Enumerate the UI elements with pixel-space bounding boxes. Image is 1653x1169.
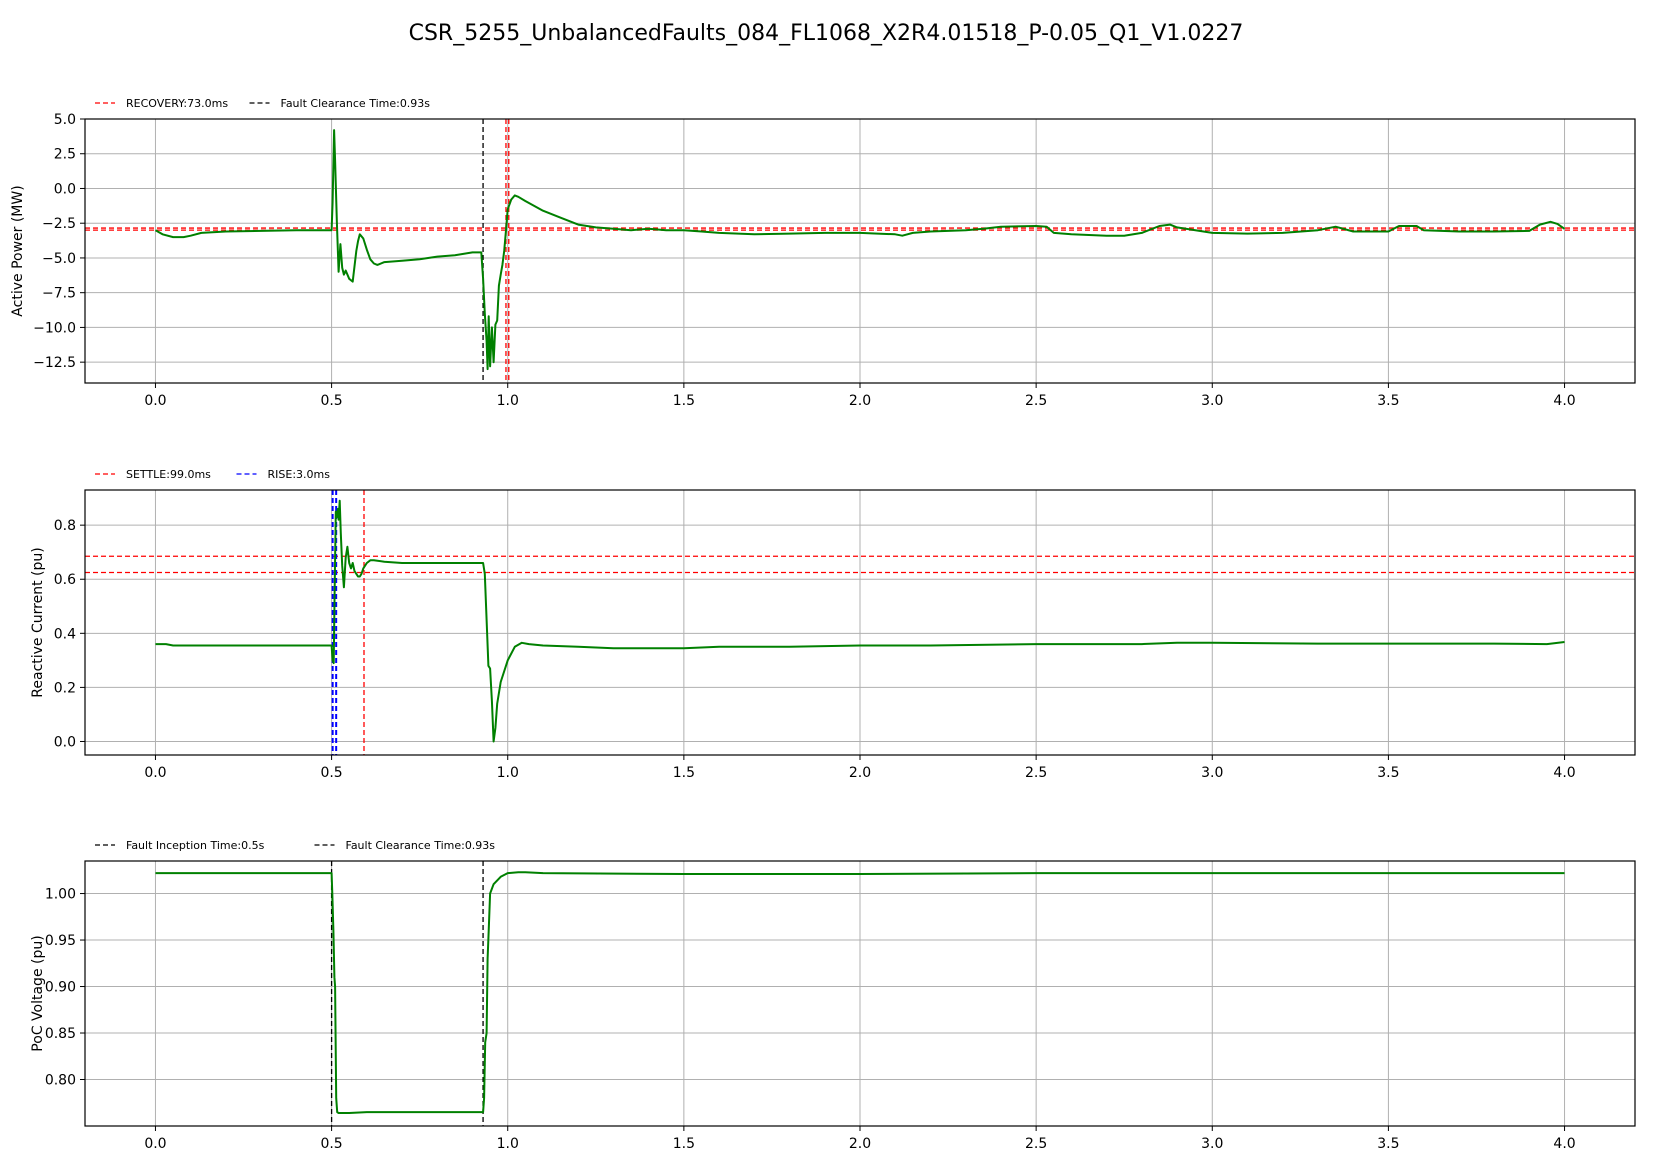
reactive-current-y-axis-label: Reactive Current (pu) [30, 547, 46, 697]
active-power-y-tick-label: −5.0 [42, 251, 76, 267]
poc-voltage-y-axis-label: PoC Voltage (pu) [30, 935, 46, 1051]
active-power-y-axis-label: Active Power (MW) [10, 185, 26, 316]
reactive-current-y-tick-label: 0.2 [54, 680, 76, 696]
active-power-x-tick-label: 2.5 [1025, 393, 1047, 409]
poc-voltage-legend-entry-1: Fault Clearance Time:0.93s [346, 839, 496, 852]
poc-voltage-x-tick-label: 2.0 [849, 1136, 871, 1152]
active-power-y-tick-label: 5.0 [54, 112, 76, 128]
poc-voltage-x-tick-label: 0.0 [144, 1136, 166, 1152]
reactive-current-legend-entry-0: SETTLE:99.0ms [126, 468, 211, 481]
active-power-x-tick-label: 2.0 [849, 393, 871, 409]
reactive-current-y-tick-label: 0.4 [54, 626, 76, 642]
poc-voltage-legend-entry-0: Fault Inception Time:0.5s [126, 839, 265, 852]
active-power-x-tick-label: 0.0 [144, 393, 166, 409]
active-power-x-tick-label: 3.0 [1201, 393, 1223, 409]
reactive-current-panel: 0.0 0.5 1.0 1.5 2.0 2.5 3.0 3.5 4.0 0.8 0.6 0.4 0.2 0… [30, 468, 1636, 781]
reactive-current-x-tick-label: 0.5 [320, 765, 342, 781]
reactive-current-legend: SETTLE:99.0ms RISE:3.0ms [95, 468, 330, 481]
active-power-y-tick-label: −2.5 [42, 216, 76, 232]
active-power-y-tick-label: 0.0 [54, 181, 76, 197]
active-power-x-tick-label: 3.5 [1377, 393, 1399, 409]
active-power-legend-entry-0: RECOVERY:73.0ms [126, 97, 228, 110]
poc-voltage-legend: Fault Inception Time:0.5s Fault Clearance… [95, 839, 495, 852]
active-power-y-tick-label: 2.5 [54, 147, 76, 163]
reactive-current-x-tick-label: 0.0 [144, 765, 166, 781]
active-power-series-line [154, 129, 1566, 371]
poc-voltage-y-tick-label: 0.95 [45, 933, 76, 949]
reactive-current-x-tick-label: 3.0 [1201, 765, 1223, 781]
active-power-y-tick-label: −12.5 [33, 355, 76, 371]
reactive-current-x-tick-label: 2.5 [1025, 765, 1047, 781]
subplots: 0.0 0.5 1.0 1.5 2.0 2.5 3.0 3.5 4.0 5.0 2.5 0.0 −2.5… [10, 97, 1636, 1152]
active-power-legend: RECOVERY:73.0ms Fault Clearance Time:0.93… [95, 97, 430, 110]
reactive-current-legend-entry-1: RISE:3.0ms [268, 468, 331, 481]
poc-voltage-x-tick-label: 0.5 [320, 1136, 342, 1152]
figure-title: CSR_5255_UnbalancedFaults_084_FL1068_X2R… [409, 21, 1244, 46]
poc-voltage-y-tick-label: 0.80 [45, 1073, 76, 1089]
active-power-x-tick-label: 1.0 [497, 393, 519, 409]
reactive-current-y-tick-label: 0.0 [54, 734, 76, 750]
active-power-x-tick-label: 1.5 [673, 393, 695, 409]
poc-voltage-panel: 0.0 0.5 1.0 1.5 2.0 2.5 3.0 3.5 4.0 1.00 0.95 0.90 0… [30, 839, 1636, 1152]
active-power-reference-lines [85, 119, 1635, 383]
active-power-panel: 0.0 0.5 1.0 1.5 2.0 2.5 3.0 3.5 4.0 5.0 2.5 0.0 −2.5… [10, 97, 1636, 409]
active-power-y-tick-label: −10.0 [33, 320, 76, 336]
poc-voltage-series-line [155, 871, 1565, 1114]
poc-voltage-x-tick-label: 3.0 [1201, 1136, 1223, 1152]
poc-voltage-y-tick-label: 0.85 [45, 1026, 76, 1042]
poc-voltage-x-tick-label: 2.5 [1025, 1136, 1047, 1152]
reactive-current-y-tick-label: 0.6 [54, 572, 76, 588]
poc-voltage-x-tick-label: 1.0 [497, 1136, 519, 1152]
active-power-x-tick-label: 0.5 [320, 393, 342, 409]
active-power-legend-entry-1: Fault Clearance Time:0.93s [281, 97, 431, 110]
reactive-current-x-tick-label: 1.5 [673, 765, 695, 781]
poc-voltage-y-tick-label: 1.00 [45, 887, 76, 903]
poc-voltage-reference-lines [330, 861, 484, 1126]
reactive-current-series-line [155, 499, 1565, 743]
poc-voltage-x-tick-label: 4.0 [1553, 1136, 1575, 1152]
active-power-y-tick-label: −7.5 [42, 286, 76, 302]
reactive-current-x-tick-label: 3.5 [1377, 765, 1399, 781]
reactive-current-y-tick-label: 0.8 [54, 518, 76, 534]
poc-voltage-x-tick-label: 1.5 [673, 1136, 695, 1152]
reactive-current-x-tick-label: 2.0 [849, 765, 871, 781]
reactive-current-x-tick-label: 1.0 [497, 765, 519, 781]
poc-voltage-y-tick-label: 0.90 [45, 980, 76, 996]
reactive-current-x-tick-label: 4.0 [1553, 765, 1575, 781]
active-power-x-tick-label: 4.0 [1553, 393, 1575, 409]
poc-voltage-x-tick-label: 3.5 [1377, 1136, 1399, 1152]
